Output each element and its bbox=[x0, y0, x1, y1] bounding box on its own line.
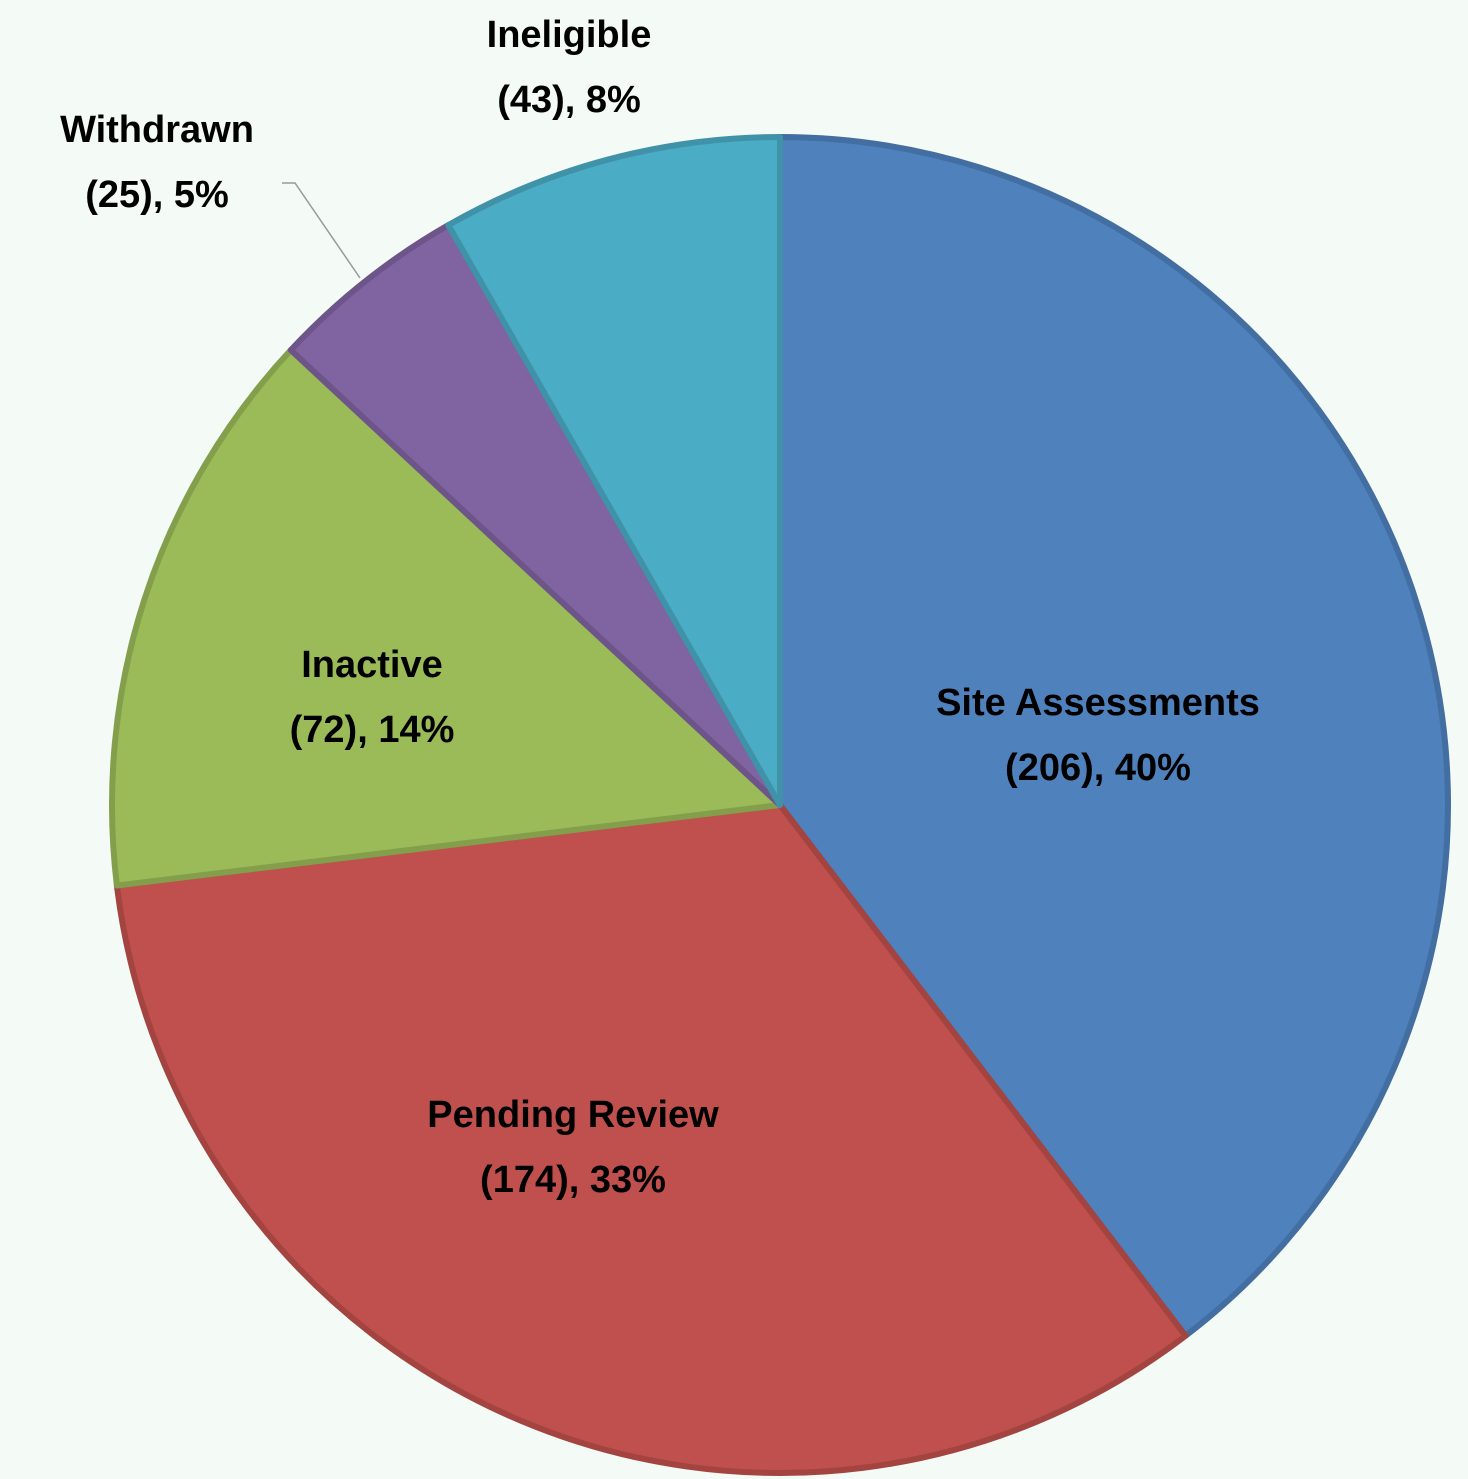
slice-label: Inactive bbox=[301, 644, 443, 686]
leader-line bbox=[282, 182, 361, 279]
value-label: (72), 14% bbox=[290, 709, 455, 751]
slice bbox=[445, 134, 783, 808]
slice bbox=[109, 347, 783, 889]
value-label: (25), 5% bbox=[85, 174, 229, 216]
slice-label: Withdrawn bbox=[60, 109, 254, 151]
slice-label: Site Assessments bbox=[936, 682, 1260, 724]
slice-label: Ineligible bbox=[487, 14, 652, 56]
value-label: (43), 8% bbox=[497, 79, 641, 121]
pie bbox=[109, 134, 1451, 1476]
value-label: (174), 33% bbox=[480, 1159, 666, 1201]
slice bbox=[777, 134, 1451, 1339]
value-label: (206), 40% bbox=[1005, 747, 1191, 789]
slice-label: Pending Review bbox=[427, 1094, 719, 1136]
slice bbox=[287, 222, 783, 808]
slice bbox=[113, 802, 1189, 1476]
